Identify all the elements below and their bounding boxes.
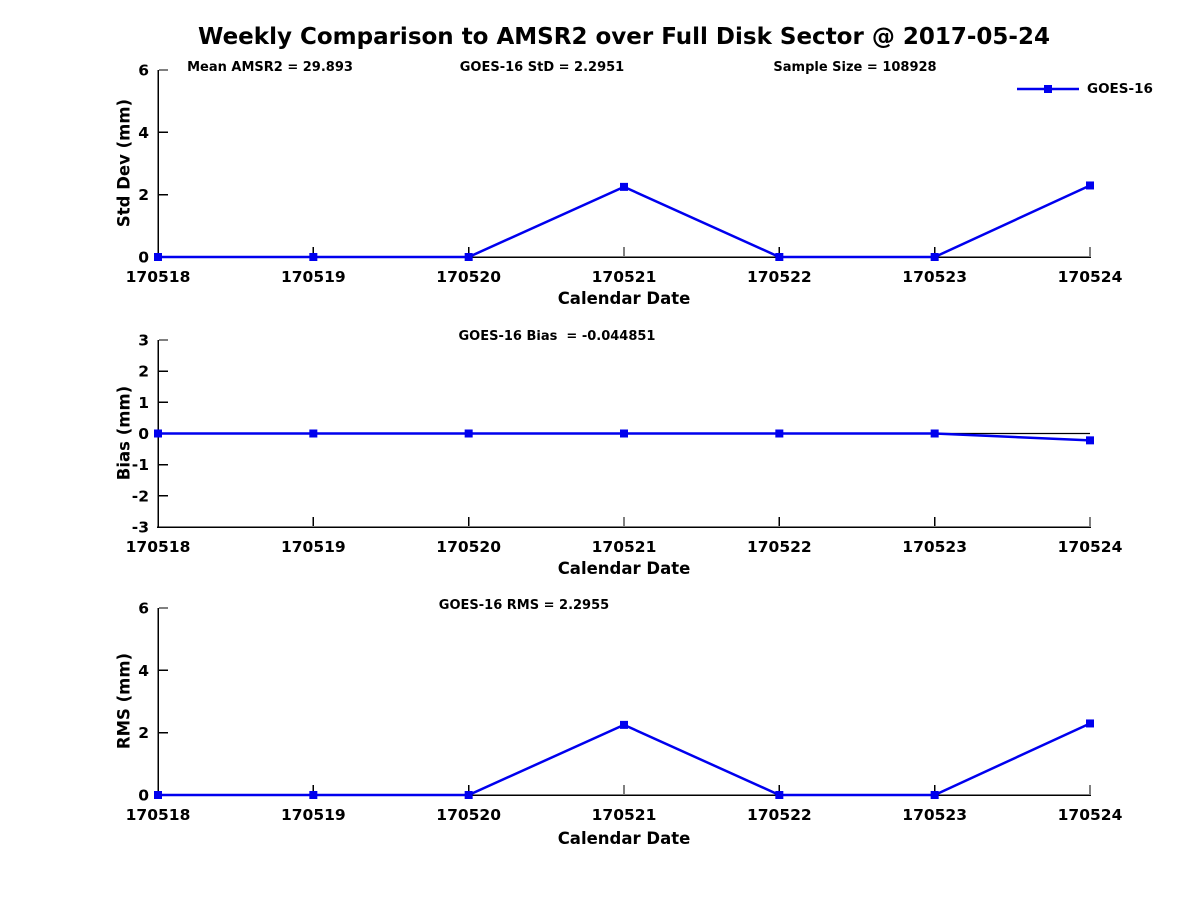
bias-x-axis-title: Calendar Date: [557, 559, 691, 578]
goes16-data-point: [464, 253, 473, 261]
goes16-data-point: [620, 182, 628, 191]
x-tick-label: 170518: [126, 268, 191, 286]
goes16-data-point: [154, 253, 162, 261]
y-tick-label: 6: [138, 600, 149, 618]
goes16-data-point: [1086, 181, 1094, 190]
goes16-series-line: [158, 722, 1091, 797]
annotation-goes16-std: GOES-16 StD = 2.2951: [459, 60, 625, 75]
y-tick-label: -3: [132, 519, 149, 537]
bias-y-axis-title: Bias (mm): [114, 385, 134, 481]
goes16-data-point: [1086, 436, 1094, 445]
y-tick-label: 2: [138, 363, 149, 381]
y-tick-label: -1: [132, 456, 149, 474]
x-tick-label: 170524: [1058, 538, 1123, 556]
x-tick-label: 170520: [436, 538, 501, 556]
goes16-data-point: [309, 253, 318, 261]
rms-x-axis-title: Calendar Date: [557, 829, 691, 848]
legend-marker-sample: [1044, 85, 1052, 93]
goes16-data-point: [930, 429, 939, 438]
goes16-line-swatch: [1017, 85, 1079, 93]
stddev-y-axis-title: Std Dev (mm): [114, 98, 134, 228]
chart-title: Weekly Comparison to AMSR2 over Full Dis…: [198, 24, 1050, 50]
goes16-data-point: [775, 253, 784, 261]
goes16-data-point: [464, 791, 473, 799]
goes16-data-point: [1086, 719, 1094, 728]
annotation-sample-size: Sample Size = 108928: [773, 60, 937, 75]
y-tick-label: 4: [138, 124, 149, 142]
x-tick-label: 170518: [126, 806, 191, 824]
y-tick-label: 0: [138, 249, 149, 267]
x-tick-label: 170519: [281, 806, 346, 824]
x-tick-label: 170521: [592, 538, 657, 556]
goes16-data-point: [154, 791, 162, 799]
legend-label: GOES-16: [1087, 81, 1153, 97]
x-tick-label: 170521: [592, 806, 657, 824]
annotation-goes16-rms: GOES-16 RMS = 2.2955: [438, 598, 610, 613]
goes16-data-point: [775, 429, 784, 438]
goes16-data-point: [309, 791, 318, 799]
legend: GOES-16: [1016, 81, 1153, 97]
x-tick-label: 170522: [747, 806, 812, 824]
x-tick-label: 170522: [747, 268, 812, 286]
goes16-data-point: [930, 253, 939, 261]
x-tick-label: 170519: [281, 538, 346, 556]
x-tick-label: 170524: [1058, 806, 1123, 824]
goes16-data-point: [930, 791, 939, 799]
y-tick-label: -2: [132, 487, 149, 505]
annotation-goes16-bias: GOES-16 Bias = -0.044851: [458, 329, 656, 344]
goes16-data-point: [464, 429, 473, 438]
y-tick-label: 0: [138, 787, 149, 805]
y-tick-label: 1: [138, 394, 149, 412]
x-tick-label: 170523: [902, 538, 967, 556]
x-tick-label: 170522: [747, 538, 812, 556]
x-tick-label: 170520: [436, 268, 501, 286]
annotation-mean-amsr2: Mean AMSR2 = 29.893: [187, 60, 353, 75]
y-tick-label: 0: [138, 425, 149, 443]
goes16-series-line: [158, 184, 1091, 259]
x-tick-label: 170523: [902, 268, 967, 286]
x-tick-label: 170519: [281, 268, 346, 286]
goes16-data-point: [309, 429, 318, 438]
y-tick-label: 3: [138, 332, 149, 350]
x-tick-label: 170523: [902, 806, 967, 824]
y-tick-label: 6: [138, 62, 149, 80]
y-tick-label: 2: [138, 186, 149, 204]
stddev-x-axis-title: Calendar Date: [557, 289, 691, 308]
y-tick-label: 4: [138, 662, 149, 680]
x-tick-label: 170518: [126, 538, 191, 556]
goes16-data-point: [620, 429, 628, 438]
x-tick-label: 170520: [436, 806, 501, 824]
goes16-data-point: [154, 429, 162, 438]
rms-y-axis-title: RMS (mm): [114, 652, 134, 750]
goes16-data-point: [775, 791, 784, 799]
x-tick-label: 170521: [592, 268, 657, 286]
goes16-data-point: [620, 720, 628, 729]
y-tick-label: 2: [138, 724, 149, 742]
x-tick-label: 170524: [1058, 268, 1123, 286]
